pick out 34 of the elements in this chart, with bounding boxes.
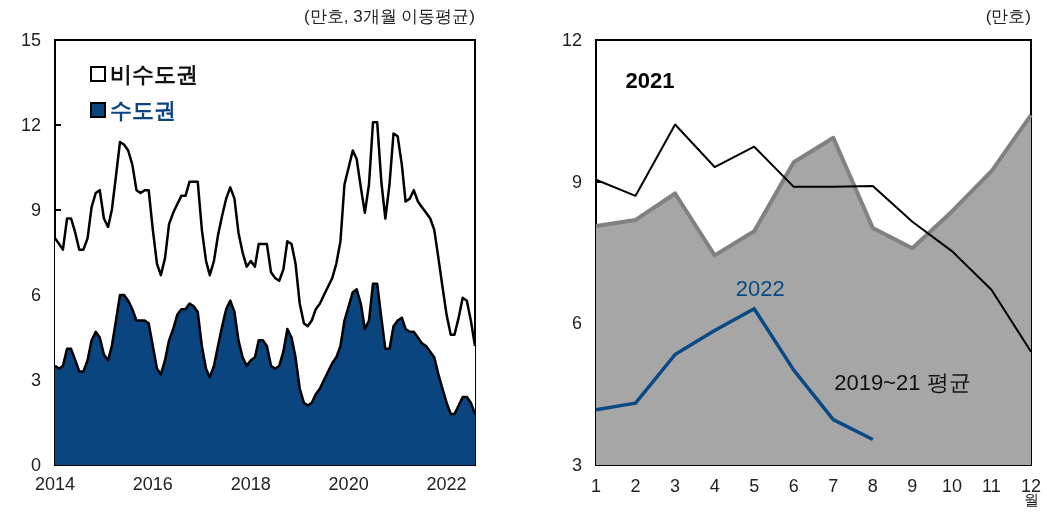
- y-tick-label: 3: [30, 370, 41, 390]
- y-tick-label: 6: [571, 313, 582, 334]
- x-tick-label: 6: [788, 476, 799, 496]
- y-tick-label: 12: [561, 30, 582, 50]
- x-tick-label: 4: [709, 476, 720, 496]
- legend-label: 비수도권: [110, 61, 198, 87]
- series-label: 2022: [735, 276, 785, 302]
- legend-label: 수도권: [110, 97, 176, 123]
- series-label: 2021: [625, 68, 675, 94]
- x-tick-label: 2: [630, 476, 641, 496]
- x-tick-label: 7: [828, 476, 839, 496]
- x-tick-label: 3: [670, 476, 681, 496]
- y-tick-label: 0: [30, 455, 41, 475]
- y-tick-label: 15: [20, 30, 41, 50]
- x-axis-title: 월: [1024, 491, 1039, 508]
- x-tick-label: 2018: [230, 474, 271, 494]
- x-tick-label: 2014: [34, 474, 76, 494]
- y-tick-label: 6: [30, 285, 41, 305]
- series-label: 2019~21 평균: [834, 369, 971, 395]
- y-tick-label: 9: [571, 171, 582, 192]
- x-tick-label: 1: [590, 476, 602, 496]
- x-tick-label: 2020: [328, 474, 369, 494]
- x-tick-label: 5: [749, 476, 760, 496]
- y-tick-label: 9: [30, 200, 41, 220]
- x-tick-label: 9: [907, 476, 918, 496]
- x-tick-label: 8: [867, 476, 878, 496]
- x-tick-label: 2016: [132, 474, 173, 494]
- x-tick-label: 11: [982, 476, 1001, 496]
- y-axis-title: (만호, 3개월 이동평균): [304, 7, 476, 26]
- y-tick-label: 3: [571, 455, 582, 475]
- y-tick-label: 12: [20, 115, 41, 135]
- x-tick-label: 10: [941, 476, 962, 496]
- y-axis-title: (만호): [985, 7, 1032, 26]
- x-tick-label: 2022: [426, 474, 467, 494]
